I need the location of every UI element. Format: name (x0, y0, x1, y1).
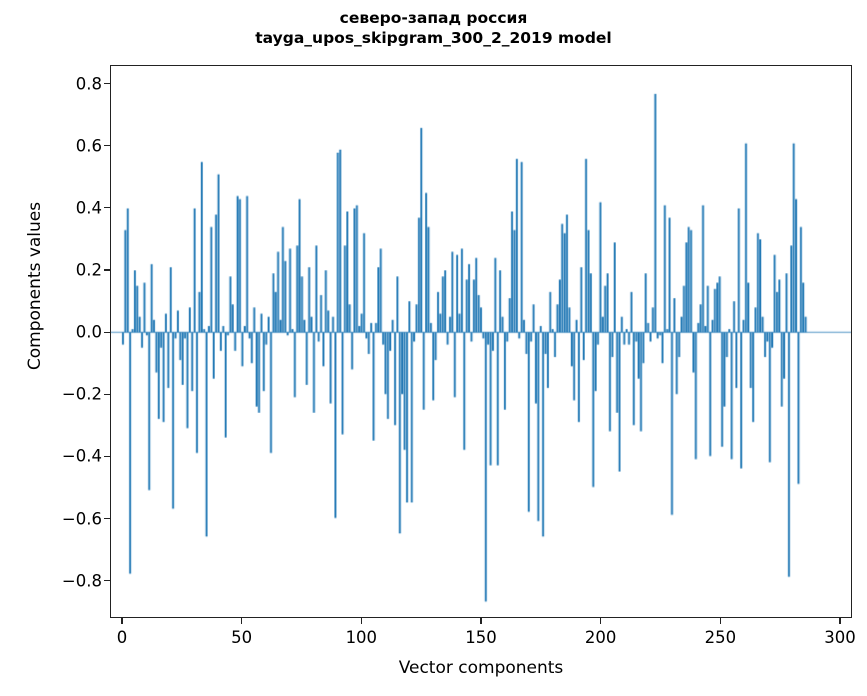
y-axis-tick-labels: 0.8 0.6 0.4 0.2 0.0 −0.2 −0.4 −0.6 −0.8 (30, 0, 102, 696)
chart-title-line-2: tayga_upos_skipgram_300_2_2019 model (255, 29, 612, 47)
y-tick-label: 0.8 (75, 74, 102, 94)
x-tick-mark (121, 618, 123, 624)
x-tick-mark (719, 618, 721, 624)
y-tick-label: −0.6 (61, 509, 102, 529)
y-tick-label: −0.2 (61, 384, 102, 404)
bar-series-canvas (111, 66, 851, 617)
x-tick-label: 50 (231, 628, 253, 647)
y-tick-label: 0.4 (75, 198, 102, 218)
x-tick-label: 0 (116, 628, 128, 647)
x-tick-mark (360, 618, 362, 624)
x-tick-mark (241, 618, 243, 624)
x-tick-mark (839, 618, 841, 624)
x-tick-label: 300 (824, 628, 856, 647)
x-axis-label: Vector components (398, 658, 564, 678)
y-tick-label: −0.8 (61, 571, 102, 591)
x-tick-label: 250 (704, 628, 737, 647)
chart-title: северо-запад россия tayga_upos_skipgram_… (0, 8, 867, 48)
y-tick-label: 0.0 (75, 322, 102, 342)
x-tick-label: 200 (584, 628, 617, 647)
plot-area (110, 65, 852, 618)
chart-title-line-1: северо-запад россия (339, 9, 528, 27)
y-axis-label: Components values (25, 201, 45, 371)
x-tick-mark (600, 618, 602, 624)
y-tick-label: −0.4 (61, 446, 102, 466)
x-tick-label: 150 (465, 628, 497, 647)
y-tick-label: 0.6 (75, 136, 102, 156)
y-tick-label: 0.2 (75, 260, 102, 280)
x-tick-mark (480, 618, 482, 624)
x-tick-label: 100 (345, 628, 378, 647)
